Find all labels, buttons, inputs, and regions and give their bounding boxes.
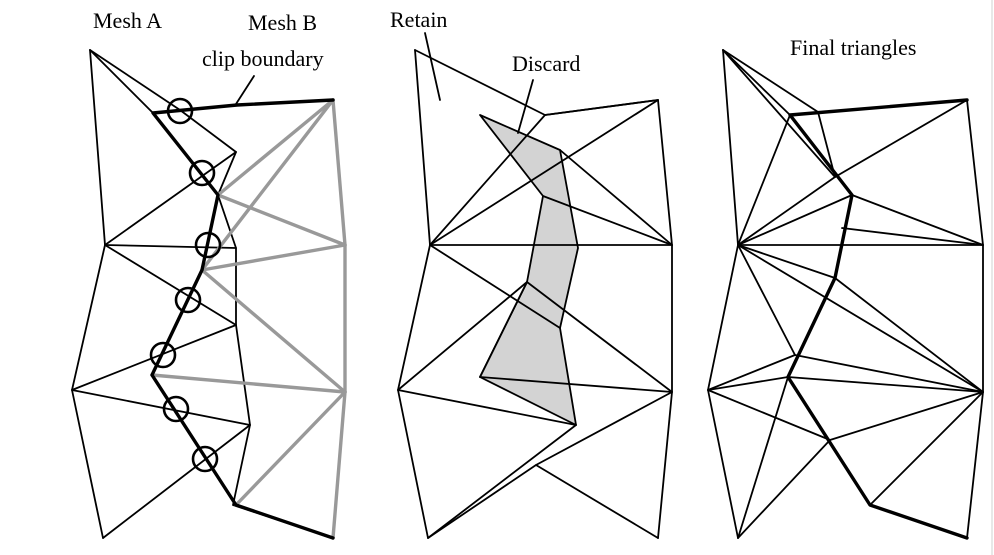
- final-triangles-label: Final triangles: [790, 35, 916, 60]
- intersection-circle: [174, 286, 202, 314]
- clip-boundary-line: [150, 98, 335, 540]
- intersection-circle: [188, 159, 216, 187]
- final-clip-boundary-line: [786, 98, 969, 540]
- retain-mesh-edges: [397, 49, 673, 539]
- panel-retain-discard: Retain Discard: [390, 7, 673, 539]
- panel-mesh-a-b: Mesh A Mesh B clip boundary: [71, 8, 347, 540]
- discard-label: Discard: [512, 51, 580, 76]
- mesh-b-edges: [150, 98, 347, 540]
- mesh-a-edges: [71, 49, 334, 539]
- intersection-circle: [149, 341, 177, 369]
- intersection-circle: [166, 97, 194, 125]
- clip-boundary-label: clip boundary: [202, 46, 324, 71]
- intersection-markers: [149, 97, 222, 473]
- discard-leader: [517, 79, 534, 134]
- intersection-circle: [191, 445, 219, 473]
- panel-final-triangles: Final triangles: [707, 35, 984, 540]
- mesh-b-label: Mesh B: [248, 10, 317, 35]
- clip-boundary-leader: [235, 75, 255, 105]
- intersection-circle: [162, 395, 190, 423]
- intersection-circle: [194, 231, 222, 259]
- retain-label: Retain: [390, 7, 447, 32]
- mesh-a-label: Mesh A: [93, 8, 162, 33]
- retain-leader: [424, 32, 441, 101]
